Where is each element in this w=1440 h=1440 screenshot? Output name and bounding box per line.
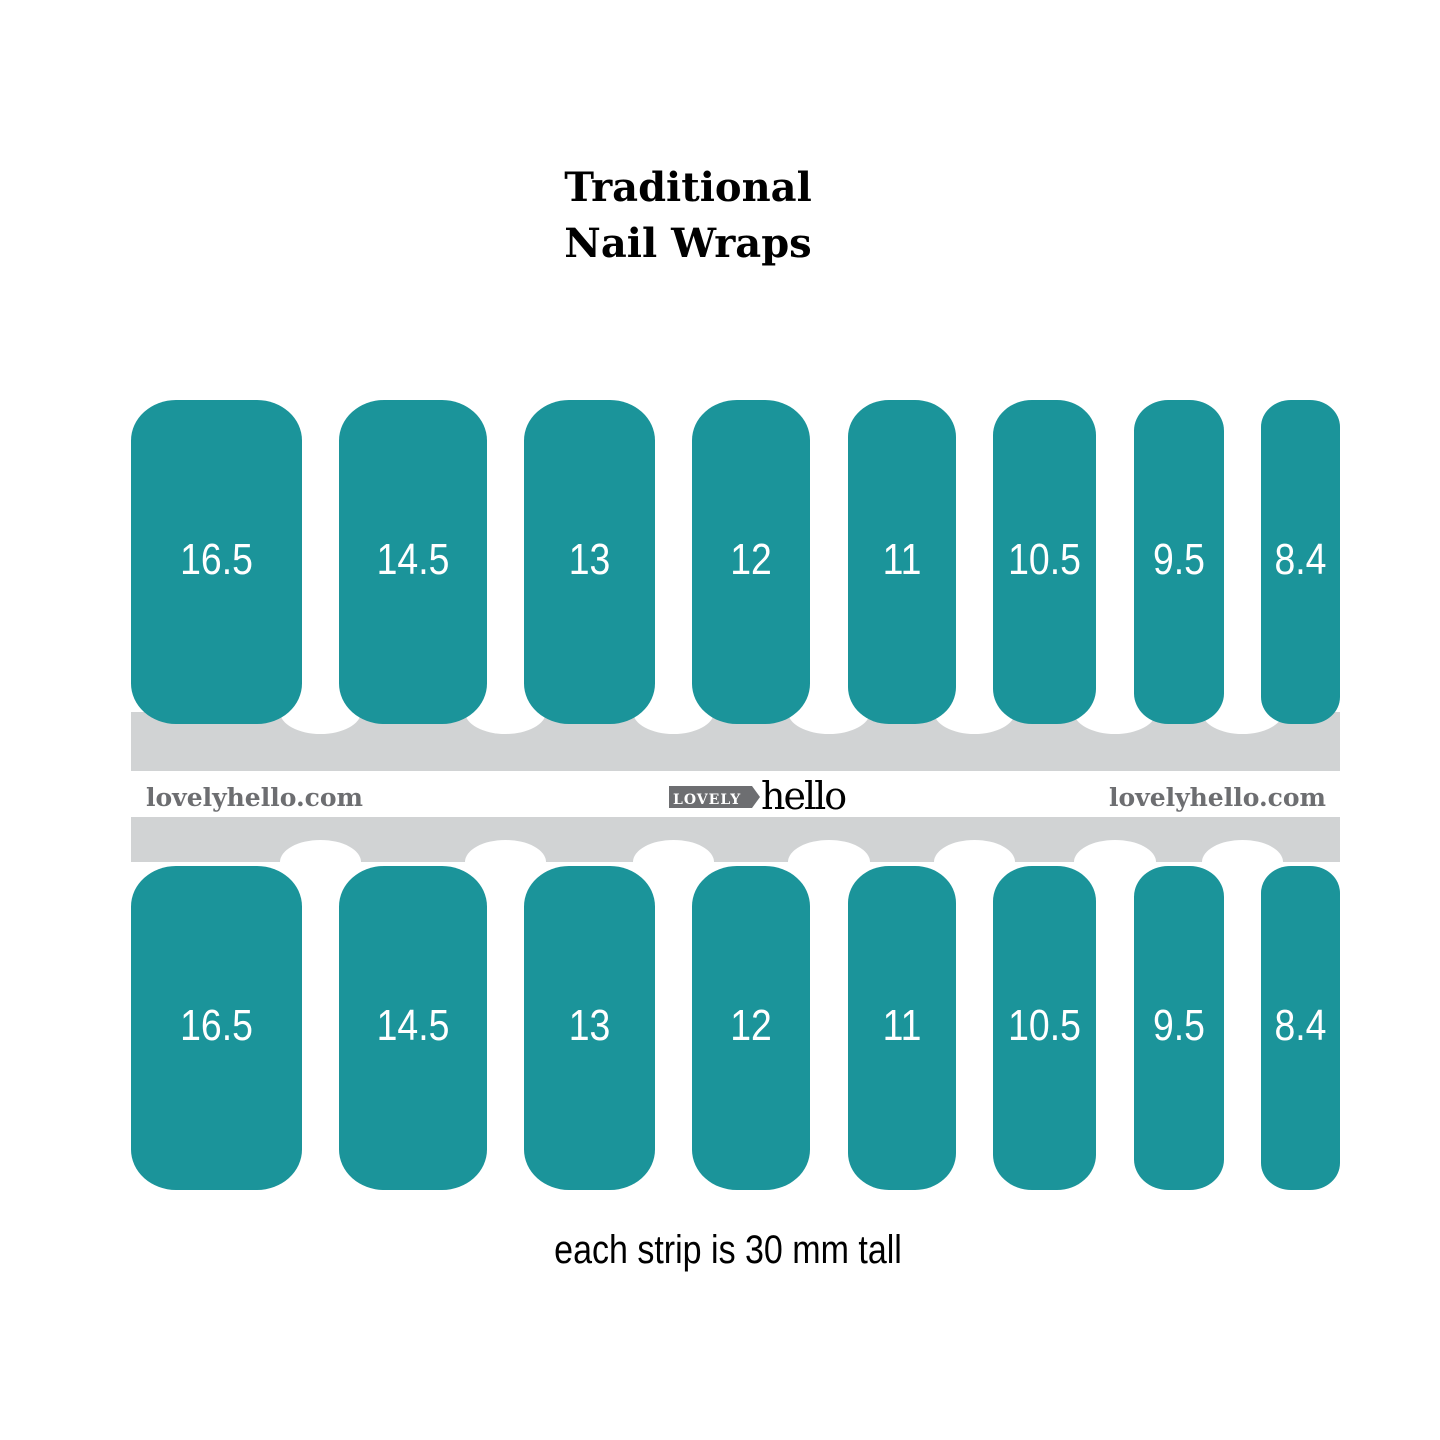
nail-wrap[interactable] [692,400,810,724]
nail-size-label: 10.5 [1008,1000,1081,1050]
nail-size-label: 10.5 [1008,534,1081,584]
title-line-2: Nail Wraps [564,220,812,267]
nail-size-label: 16.5 [180,1000,253,1050]
nail-wrap[interactable] [131,400,302,724]
nail-size-label: 12 [730,534,772,584]
nail-wrap[interactable] [524,400,655,724]
nail-size-label: 14.5 [377,1000,450,1050]
nail-wrap[interactable] [1261,866,1340,1190]
nail-wrap[interactable] [993,400,1096,724]
band-cutout [280,840,361,884]
site-url-left: lovelyhello.com [146,783,363,812]
band-cutout [633,840,714,884]
page-title: Traditional Nail Wraps [0,160,1376,272]
nail-wrap[interactable] [1261,400,1340,724]
logo-word: hello [761,774,845,818]
nail-size-label: 14.5 [377,534,450,584]
nail-size-label: 13 [569,1000,611,1050]
nail-wrap[interactable] [848,866,956,1190]
caption: each strip is 30 mm tall [554,1228,902,1272]
lovelyhello-logo: LOVELY hello [669,774,847,818]
site-url-right: lovelyhello.com [1109,783,1326,812]
nail-wrap[interactable] [339,400,487,724]
nail-wrap[interactable] [1134,866,1224,1190]
band-cutout [1202,840,1283,884]
nail-wrap[interactable] [692,866,810,1190]
band-cutout [934,690,1015,734]
nail-wrap[interactable] [339,866,487,1190]
band-cutout [788,690,870,734]
logo-badge: LOVELY [673,792,741,808]
nail-size-label: 12 [730,1000,772,1050]
band-cutout [934,840,1015,884]
nail-size-label: 8.4 [1275,1000,1327,1050]
nail-wrap[interactable] [848,400,956,724]
nail-size-label: 9.5 [1153,1000,1205,1050]
band-cutout [465,690,546,734]
band-cutout [788,840,870,884]
nail-size-label: 8.4 [1275,534,1327,584]
nail-wrap[interactable] [993,866,1096,1190]
nail-wrap[interactable] [131,866,302,1190]
nail-size-label: 13 [569,534,611,584]
band-cutout [633,690,714,734]
nail-size-label: 16.5 [180,534,253,584]
nail-wrap[interactable] [524,866,655,1190]
band-cutout [280,690,361,734]
nail-wrap[interactable] [1134,400,1224,724]
band-cutout [1074,840,1156,884]
nail-size-label: 9.5 [1153,534,1205,584]
nail-size-label: 11 [883,534,922,584]
band-cutout [465,840,546,884]
title-line-1: Traditional [564,164,812,211]
nail-size-label: 11 [883,1000,922,1050]
